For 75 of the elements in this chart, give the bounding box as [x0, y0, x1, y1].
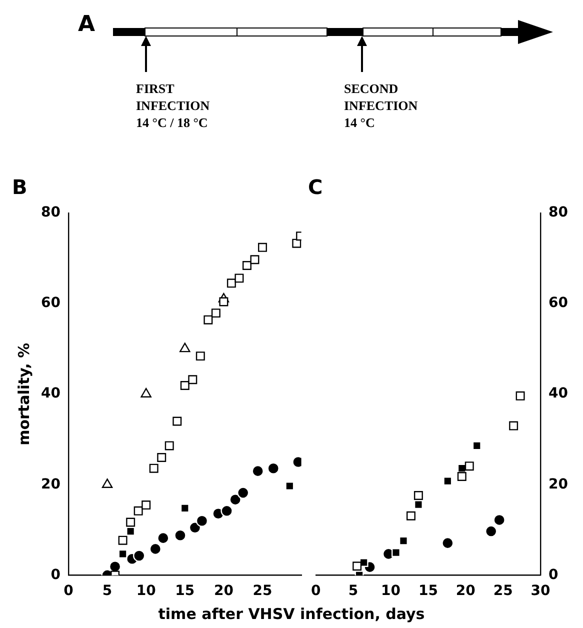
x-tick-label: 20 [214, 583, 234, 600]
point [236, 486, 250, 499]
point [196, 514, 208, 527]
point [493, 514, 506, 526]
point [134, 506, 143, 516]
x-tick-label: 15 [418, 583, 438, 600]
x-axis-title: time after VHSV infection, days [157, 605, 426, 623]
x-tick-label: 25 [252, 583, 272, 600]
point [292, 238, 302, 248]
point [242, 261, 252, 270]
point [516, 391, 525, 400]
point [149, 542, 162, 556]
chart-title: B [12, 175, 28, 200]
point [250, 255, 260, 264]
point [252, 464, 264, 478]
point [509, 421, 518, 430]
x-tick-label: 5 [102, 583, 112, 600]
point [149, 464, 158, 473]
point [442, 536, 454, 550]
y-tick-label: 60 [41, 295, 61, 312]
x-tick-label: 15 [175, 583, 195, 600]
x-tick-label: 0 [310, 583, 321, 600]
point [142, 500, 151, 510]
point [234, 274, 244, 283]
point [220, 504, 233, 518]
x-tick-label: 0 [64, 583, 74, 600]
text: A [78, 12, 96, 37]
point [464, 462, 474, 471]
y-tick-label: 80 [41, 204, 61, 221]
point [204, 315, 213, 324]
y-tick-label: 20 [41, 476, 61, 492]
point [484, 525, 498, 538]
point [219, 297, 228, 306]
y-tick-label: 60 [548, 295, 568, 312]
point [406, 511, 416, 520]
point [133, 550, 146, 562]
text: SECOND INFECTION 14 °C [344, 80, 418, 131]
point [126, 518, 136, 527]
point [118, 536, 128, 545]
point [352, 562, 362, 571]
point [226, 278, 236, 288]
point [188, 375, 198, 384]
y-tick-label: 40 [41, 386, 61, 402]
point [196, 352, 205, 361]
point [211, 308, 220, 318]
x-tick-label: 20 [456, 583, 476, 600]
point [164, 441, 174, 450]
point [392, 548, 400, 558]
y-tick-label: 80 [548, 204, 568, 221]
point [188, 522, 202, 534]
point [180, 342, 190, 352]
point [258, 242, 267, 252]
x-tick-label: 30 [530, 583, 551, 600]
y-tick-label: 40 [548, 386, 568, 402]
x-tick-label: 5 [348, 583, 358, 600]
y-tick-label: 20 [548, 476, 568, 492]
point [180, 381, 190, 390]
chart-title: C [308, 175, 323, 200]
point [267, 462, 280, 474]
point [172, 416, 182, 426]
point [157, 532, 170, 544]
x-tick-label: 10 [381, 583, 401, 600]
x-tick-label: 25 [493, 583, 513, 600]
point [174, 529, 186, 542]
point [140, 388, 152, 398]
point [157, 452, 166, 462]
y-tick-label: 0 [548, 566, 559, 583]
point [414, 491, 423, 500]
point [457, 472, 466, 481]
y-tick-label: 0 [50, 566, 61, 583]
y-axis-title: mortality, % [14, 342, 33, 446]
x-tick-label: 10 [136, 583, 156, 600]
point [229, 493, 242, 506]
text: FIRST INFECTION 14 °C / 18 °C [136, 80, 210, 131]
point [102, 478, 113, 488]
